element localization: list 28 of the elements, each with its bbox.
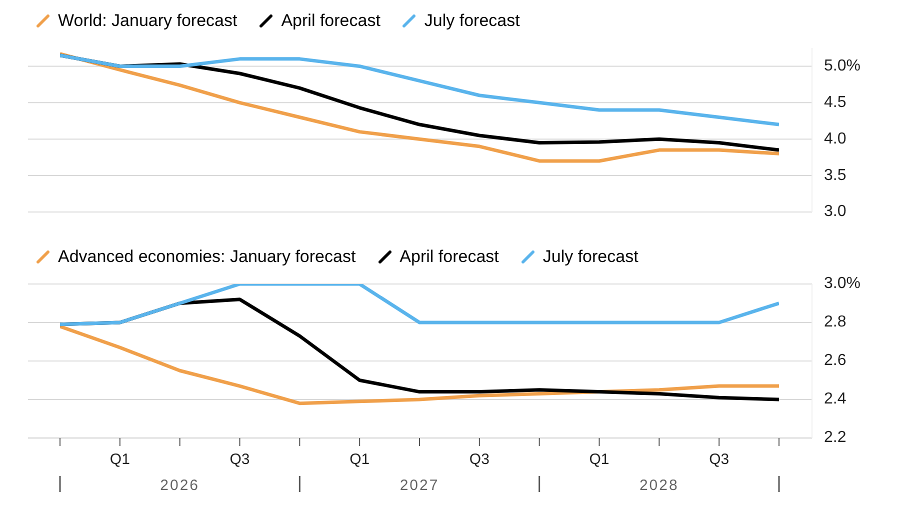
y-tick-label: 3.0 (824, 203, 846, 220)
y-tick-label: 2.6 (824, 352, 846, 370)
legend-label: April forecast (400, 247, 499, 267)
y-tick-label: 4.0 (824, 130, 846, 148)
y-tick-label: 2.4 (824, 390, 846, 408)
x-tick-label: Q3 (709, 451, 730, 468)
line-series (60, 324, 779, 406)
line-series (60, 54, 779, 126)
legend-label: July forecast (542, 247, 638, 267)
legend-label: April forecast (281, 11, 380, 31)
x-tick-label: Q1 (110, 451, 130, 468)
x-tick-label: Q3 (230, 451, 250, 468)
text: 2027 (400, 477, 440, 494)
text: 2028 (639, 477, 679, 494)
y-tick-label: 3.0% (824, 275, 860, 292)
legend-label: July forecast (424, 11, 520, 31)
y-tick-label: 2.2 (824, 429, 846, 446)
y-tick-label: 4.5 (824, 94, 846, 111)
x-tick-label: Q1 (589, 451, 610, 468)
text: 2026 (160, 477, 200, 494)
line-series (60, 284, 779, 326)
x-tick-label: Q1 (350, 451, 370, 468)
y-tick-label: 5.0% (824, 57, 860, 74)
legend-label: Advanced economies: January forecast (58, 247, 356, 267)
y-tick-label: 3.5 (824, 166, 846, 184)
x-tick-label: Q3 (469, 451, 490, 468)
legend-label: World: January forecast (58, 11, 238, 31)
y-tick-label: 2.8 (824, 314, 846, 331)
